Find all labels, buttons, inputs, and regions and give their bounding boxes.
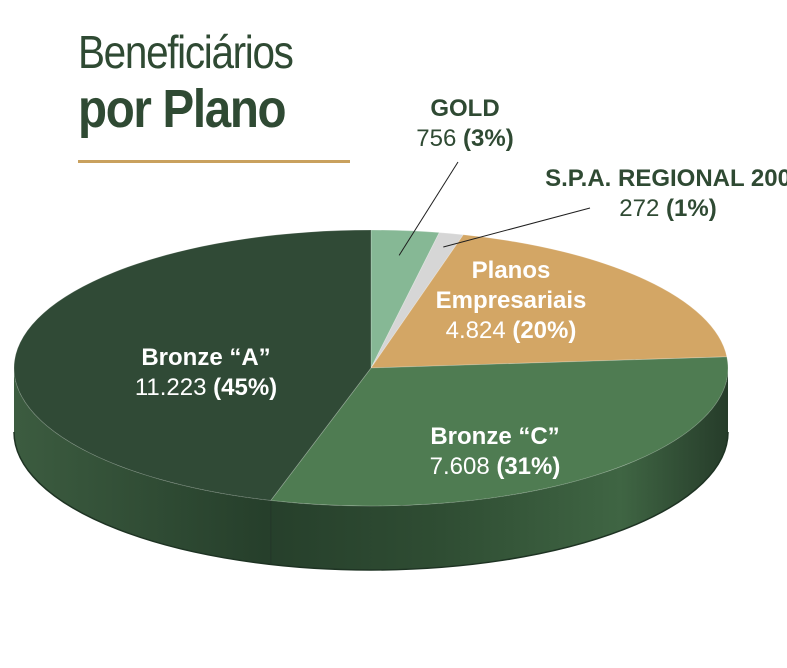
slice-value-gold: 756 (3%) xyxy=(416,125,513,152)
pie-slice-gold xyxy=(370,229,440,369)
slice-name-bronze_a: Bronze “A” xyxy=(141,344,270,371)
slice-name-spa: S.P.A. REGIONAL 200 xyxy=(545,165,787,192)
pie-slice-empresariais xyxy=(370,234,728,369)
slice-value-number: 7.608 xyxy=(430,453,497,480)
slice-name-empresariais: Planos xyxy=(472,257,551,284)
slice-label-bronze_c: Bronze “C” 7.608 (31%) xyxy=(430,423,561,480)
slice-value-number: 272 xyxy=(619,195,666,222)
slice-value-bronze_c: 7.608 (31%) xyxy=(430,453,561,480)
slice-labels: GOLD 756 (3%) S.P.A. REGIONAL 200 272 (1%) P… xyxy=(135,95,787,480)
slice-value-empresariais: 4.824 (20%) xyxy=(446,317,577,344)
title-underline xyxy=(78,160,350,163)
pie-side xyxy=(13,368,729,571)
slice-value-bronze_a: 11.223 (45%) xyxy=(135,374,277,401)
slice-value-number: 756 xyxy=(416,125,463,152)
slice-percent: (20%) xyxy=(512,317,576,344)
pie-side-wall xyxy=(14,368,728,570)
leader-line-gold xyxy=(398,161,459,256)
pie-bottom-edge xyxy=(13,431,729,571)
pie-slice-bronze_a xyxy=(13,229,372,501)
pie-slice-spa xyxy=(370,232,465,369)
slice-value-number: 4.824 xyxy=(446,317,513,344)
slice-percent: (45%) xyxy=(213,374,277,401)
chart-title: Beneficiários por Plano xyxy=(78,26,350,140)
leader-line-spa xyxy=(443,207,591,248)
slice-name-gold: GOLD xyxy=(430,95,499,122)
slice-label-gold: GOLD 756 (3%) xyxy=(416,95,513,152)
chart-title-line1: Beneficiários xyxy=(78,26,294,78)
slice-label-spa: S.P.A. REGIONAL 200 272 (1%) xyxy=(545,165,787,222)
slice-percent: (31%) xyxy=(496,453,560,480)
pie-slices xyxy=(13,229,729,507)
chart-title-line2: por Plano xyxy=(78,79,287,139)
slice-value-number: 11.223 xyxy=(135,374,213,401)
slice-value-spa: 272 (1%) xyxy=(619,195,716,222)
leader-lines xyxy=(398,161,591,256)
slice-name-bronze_c: Bronze “C” xyxy=(430,423,559,450)
pie-slice-bronze_c xyxy=(269,356,729,507)
slice-percent: (1%) xyxy=(666,195,717,222)
slice-name-empresariais: Empresariais xyxy=(436,287,587,314)
slice-label-bronze_a: Bronze “A” 11.223 (45%) xyxy=(135,344,277,401)
slice-percent: (3%) xyxy=(463,125,514,152)
slice-label-empresariais: Planos Empresariais 4.824 (20%) xyxy=(436,257,587,344)
